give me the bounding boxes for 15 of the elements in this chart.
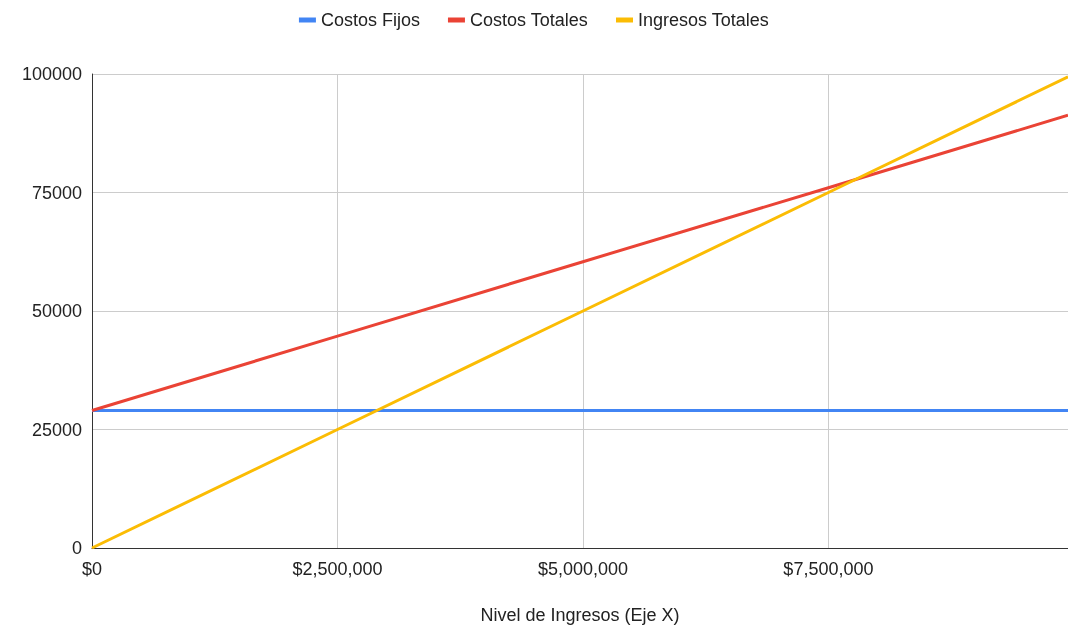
line-series	[90, 113, 1068, 413]
x-tick-label: $5,000,000	[537, 559, 628, 579]
y-tick-label: 75000	[31, 182, 82, 203]
y-tick-label: 0	[71, 538, 82, 558]
x-axis-title: Nivel de Ingresos (Eje X)	[480, 605, 680, 625]
line-series	[90, 75, 1068, 550]
legend-label: Ingresos Totales	[638, 10, 769, 30]
x-tick-label: $2,500,000	[292, 559, 383, 579]
y-tick-label: 100000	[21, 64, 82, 84]
y-tick-label: 50000	[31, 301, 82, 321]
legend-label: Costos Fijos	[320, 10, 420, 30]
x-tick-label: $0	[81, 559, 103, 579]
y-tick-label: 25000	[31, 419, 82, 440]
x-tick-label: $7,500,000	[783, 559, 874, 579]
legend-label: Costos Totales	[469, 10, 588, 30]
